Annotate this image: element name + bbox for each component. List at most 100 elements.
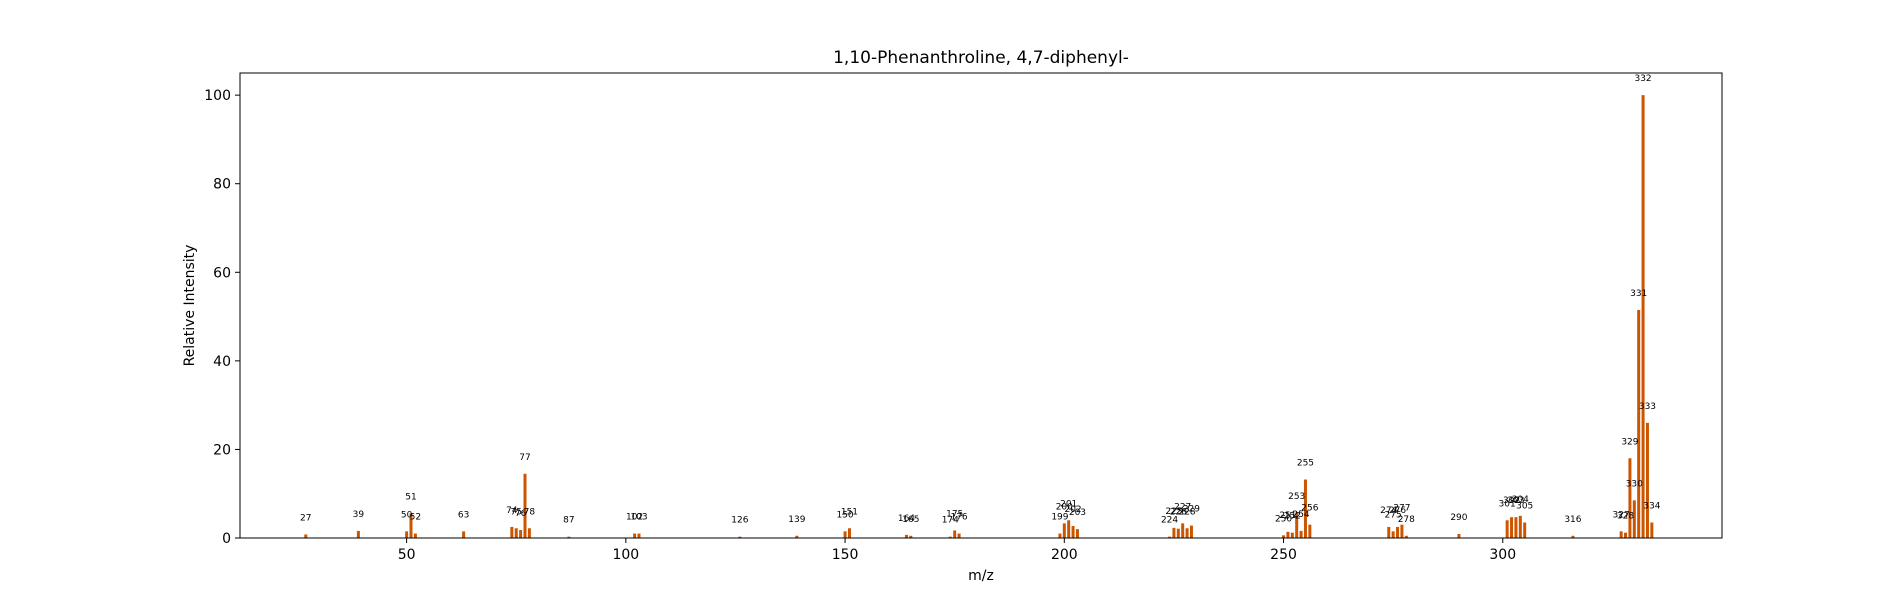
peak-bar bbox=[527, 528, 531, 538]
x-tick-label: 150 bbox=[832, 547, 859, 563]
peak-label: 76 bbox=[515, 509, 527, 519]
peak-label: 52 bbox=[410, 513, 421, 523]
peak-label: 302 bbox=[1503, 496, 1520, 506]
peak-label: 78 bbox=[524, 507, 536, 517]
peak-bar bbox=[1391, 531, 1395, 538]
peak-bar bbox=[1624, 532, 1628, 538]
peak-bar bbox=[1286, 531, 1290, 538]
peak-label: 316 bbox=[1564, 515, 1581, 525]
peak-label: 228 bbox=[1178, 507, 1195, 517]
peak-bar bbox=[413, 533, 417, 538]
peak-bar bbox=[1523, 522, 1527, 538]
peak-bar bbox=[1457, 534, 1461, 538]
peak-label: 304 bbox=[1512, 495, 1529, 505]
peak-bar bbox=[1396, 526, 1400, 538]
peak-bar bbox=[1650, 522, 1654, 538]
peak-label: 165 bbox=[902, 515, 919, 525]
peak-label: 254 bbox=[1292, 510, 1309, 520]
peak-bar bbox=[1641, 95, 1645, 539]
peak-label: 329 bbox=[1621, 437, 1638, 447]
peak-bar bbox=[1619, 531, 1623, 538]
peak-label: 27 bbox=[300, 513, 311, 523]
peak-label: 277 bbox=[1393, 504, 1410, 514]
peak-label: 74 bbox=[506, 506, 518, 516]
peak-bar bbox=[356, 530, 360, 538]
peak-bar bbox=[1514, 517, 1518, 538]
x-axis-label: m/z bbox=[968, 568, 994, 584]
peak-label: 199 bbox=[1051, 513, 1068, 523]
peak-bar bbox=[1299, 530, 1303, 538]
peak-label: 139 bbox=[788, 515, 805, 525]
peak-bar bbox=[405, 531, 409, 538]
peak-label: 274 bbox=[1380, 506, 1397, 516]
peak-bar bbox=[1295, 512, 1299, 538]
peak-label: 77 bbox=[519, 453, 530, 463]
peak-bar bbox=[1645, 422, 1649, 538]
peak-bar bbox=[957, 533, 961, 538]
y-tick-label: 100 bbox=[204, 88, 231, 104]
peak-label: 252 bbox=[1284, 512, 1301, 522]
peak-label: 251 bbox=[1279, 511, 1296, 521]
peak-label: 334 bbox=[1643, 502, 1660, 512]
peak-label: 290 bbox=[1450, 513, 1467, 523]
x-axis-ticks: 50 100 150 200 250 300 bbox=[398, 538, 1516, 563]
x-tick-label: 200 bbox=[1051, 547, 1078, 563]
peak-label: 305 bbox=[1516, 502, 1533, 512]
peak-label: 278 bbox=[1398, 515, 1415, 525]
peak-label: 227 bbox=[1174, 502, 1191, 512]
peak-bar bbox=[1168, 536, 1172, 538]
peak-label: 276 bbox=[1389, 506, 1406, 516]
y-axis-ticks: 0 20 40 60 80 100 bbox=[204, 88, 240, 547]
peak-bar bbox=[1303, 479, 1307, 538]
peak-label: 328 bbox=[1617, 512, 1634, 522]
peak-bar bbox=[462, 531, 466, 538]
peak-bar bbox=[847, 528, 851, 538]
peak-bar bbox=[909, 535, 913, 538]
peak-label: 201 bbox=[1060, 499, 1077, 509]
peak-label: 151 bbox=[841, 507, 858, 517]
peak-bar bbox=[567, 536, 571, 538]
y-tick-label: 0 bbox=[222, 531, 231, 547]
peak-label: 103 bbox=[630, 513, 647, 523]
peak-bar bbox=[738, 536, 742, 538]
x-tick-label: 100 bbox=[612, 547, 639, 563]
bars-layer bbox=[304, 95, 1654, 539]
x-tick-label: 250 bbox=[1270, 547, 1297, 563]
peak-bar bbox=[1071, 526, 1075, 538]
peak-label: 63 bbox=[458, 510, 469, 520]
peak-label: 229 bbox=[1183, 505, 1200, 515]
peak-label: 301 bbox=[1499, 499, 1516, 509]
peak-label: 203 bbox=[1069, 508, 1086, 518]
peak-label: 102 bbox=[626, 513, 643, 523]
peak-bar bbox=[519, 530, 523, 538]
peak-bar bbox=[1181, 523, 1185, 538]
peak-bar bbox=[953, 530, 957, 538]
peak-bar bbox=[1172, 527, 1176, 538]
peak-label: 226 bbox=[1170, 508, 1187, 518]
peak-label: 253 bbox=[1288, 492, 1305, 502]
peak-bar bbox=[1404, 535, 1408, 538]
peak-bar bbox=[1518, 515, 1522, 538]
peak-label: 327 bbox=[1613, 510, 1630, 520]
peak-label: 200 bbox=[1056, 502, 1073, 512]
peak-label: 256 bbox=[1301, 504, 1318, 514]
peak-label: 164 bbox=[898, 514, 915, 524]
peak-bar bbox=[904, 534, 908, 538]
peak-label: 332 bbox=[1634, 74, 1651, 84]
peak-bar bbox=[1282, 535, 1286, 538]
peak-bar bbox=[1058, 533, 1062, 538]
y-axis-label: Relative Intensity bbox=[182, 245, 198, 367]
peak-bar bbox=[1387, 526, 1391, 538]
peak-bar bbox=[1075, 529, 1079, 538]
peak-bar bbox=[1510, 517, 1514, 538]
peak-bar bbox=[1185, 528, 1189, 538]
peak-bar bbox=[843, 531, 847, 538]
peak-label: 303 bbox=[1507, 496, 1524, 506]
peak-bar bbox=[1290, 532, 1294, 538]
chart-title: 1,10-Phenanthroline, 4,7-diphenyl- bbox=[833, 48, 1129, 68]
peak-bar bbox=[1628, 458, 1632, 538]
peak-label: 39 bbox=[353, 510, 365, 520]
peak-label: 224 bbox=[1161, 516, 1178, 526]
